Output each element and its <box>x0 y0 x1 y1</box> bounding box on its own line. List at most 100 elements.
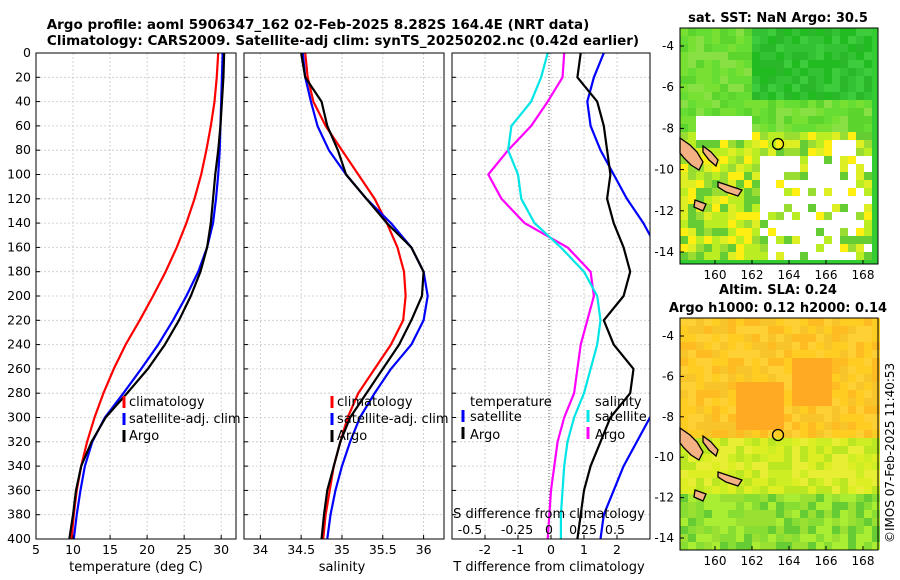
map-y-tick-label: -6 <box>662 80 674 94</box>
sla-cell <box>848 438 856 446</box>
sst-cell <box>864 140 872 148</box>
sla-cell <box>696 486 704 494</box>
sla-cell <box>808 510 816 518</box>
sst-cell <box>864 76 872 84</box>
sst-cell <box>776 148 784 156</box>
sst-cell <box>704 68 712 76</box>
sst-cell <box>680 68 688 76</box>
sla-cell <box>864 382 872 390</box>
sla-cell <box>832 422 840 430</box>
sla-cell <box>752 342 760 350</box>
sst-cell <box>704 124 712 132</box>
sst-cell <box>728 84 736 92</box>
sst-cell <box>792 228 800 236</box>
sla-cell <box>744 350 752 358</box>
sst-cell <box>784 124 792 132</box>
sla-cell <box>824 422 832 430</box>
sst-cell <box>816 124 824 132</box>
sla-cell <box>720 430 728 438</box>
sla-cell <box>808 318 816 326</box>
sst-cell <box>768 100 776 108</box>
sla-cell <box>832 438 840 446</box>
sla-cell <box>808 526 816 534</box>
sst-cell <box>768 76 776 84</box>
sla-cell <box>688 374 696 382</box>
sst-cell <box>680 44 688 52</box>
sst-cell <box>752 236 760 244</box>
sst-cell <box>824 108 832 116</box>
sst-cell <box>752 44 760 52</box>
sla-cell <box>832 518 840 526</box>
sla-cell <box>840 334 848 342</box>
sla-cell <box>736 382 744 390</box>
sst-cell <box>848 84 856 92</box>
legend-temp-argo: Argo <box>470 428 500 443</box>
sst-cell <box>840 244 848 252</box>
sla-cell <box>720 478 728 486</box>
sst-cell <box>736 172 744 180</box>
sst-cell <box>712 220 720 228</box>
map-x-tick-label: 160 <box>704 268 727 282</box>
sla-cell <box>784 318 792 326</box>
sst-cell <box>712 140 720 148</box>
sla-cell <box>864 422 872 430</box>
sst-cell <box>688 116 696 124</box>
sst-cell <box>832 252 840 260</box>
sla-cell <box>728 318 736 326</box>
sst-cell <box>728 212 736 220</box>
sla-cell <box>792 486 800 494</box>
sla-cell <box>800 518 808 526</box>
sst-cell <box>816 140 824 148</box>
sla-cell <box>760 518 768 526</box>
sla-cell <box>856 366 864 374</box>
sst-cell <box>800 156 808 164</box>
sla-cell <box>688 534 696 542</box>
sst-cell <box>784 92 792 100</box>
sla-land <box>679 426 744 502</box>
sla-cell <box>784 518 792 526</box>
sst-cell <box>736 36 744 44</box>
sla-cell <box>712 534 720 542</box>
sst-cell <box>768 52 776 60</box>
sla-cell <box>872 374 880 382</box>
sst-cell <box>824 68 832 76</box>
sst-cell <box>864 36 872 44</box>
sst-cell <box>720 84 728 92</box>
sla-cell <box>688 406 696 414</box>
sst-cell <box>816 148 824 156</box>
sst-cell <box>816 212 824 220</box>
sla-cell <box>832 454 840 462</box>
sst-cell <box>824 252 832 260</box>
sla-cell <box>856 494 864 502</box>
sla-cell <box>728 502 736 510</box>
sla-cell <box>680 542 688 550</box>
sst-cell <box>848 220 856 228</box>
sla-cell <box>744 478 752 486</box>
sla-cell <box>808 374 816 382</box>
credit-text: ©IMOS 07-Feb-2025 11:40:53 <box>883 363 897 543</box>
sst-cell <box>712 76 720 84</box>
sla-cell <box>712 470 720 478</box>
sst-cell <box>744 156 752 164</box>
sst-cell <box>704 228 712 236</box>
sla-cell <box>816 438 824 446</box>
x-tick-label: -2 <box>479 542 491 557</box>
sst-cell <box>824 204 832 212</box>
sst-cell <box>856 244 864 252</box>
sst-cell <box>800 92 808 100</box>
sst-cell <box>744 132 752 140</box>
sla-cell <box>744 358 752 366</box>
sla-cell <box>824 398 832 406</box>
sst-cell <box>704 220 712 228</box>
sst-cell <box>840 44 848 52</box>
sst-cell <box>784 84 792 92</box>
sst-cell <box>792 196 800 204</box>
sla-cell <box>744 326 752 334</box>
sst-cell <box>840 236 848 244</box>
sst-cell <box>760 68 768 76</box>
sla-cell <box>824 382 832 390</box>
sla-cell <box>784 334 792 342</box>
sla-cell <box>776 526 784 534</box>
sla-cell <box>744 446 752 454</box>
sst-cell <box>728 180 736 188</box>
